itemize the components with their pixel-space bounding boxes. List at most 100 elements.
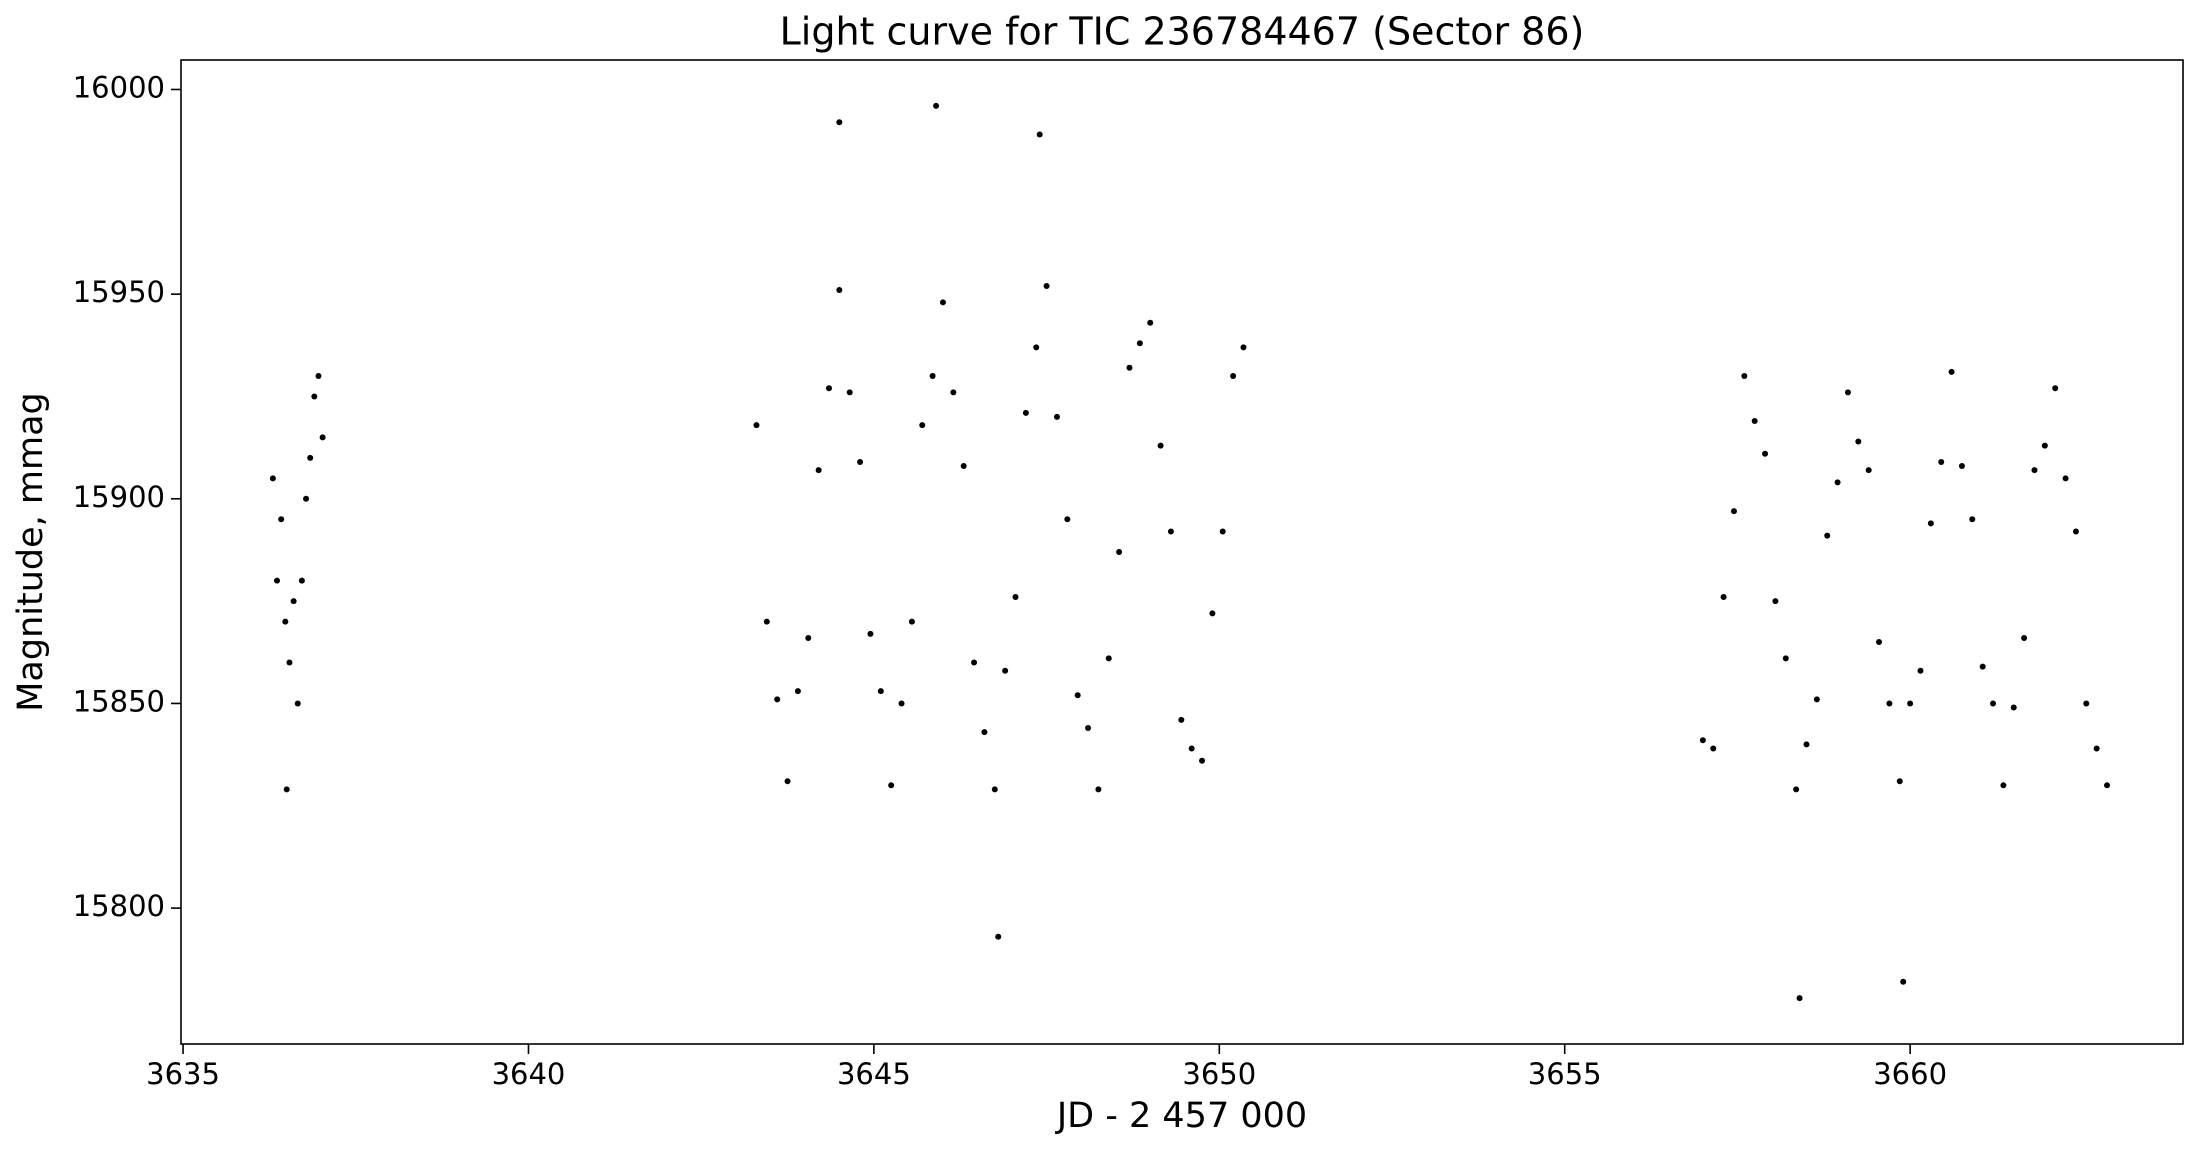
data-point — [1036, 131, 1043, 138]
data-point — [857, 458, 864, 465]
data-point — [1741, 372, 1748, 379]
data-point — [1710, 745, 1717, 752]
data-point — [1796, 995, 1803, 1002]
data-point — [2072, 528, 2079, 535]
data-point — [933, 102, 940, 109]
data-point — [1219, 528, 1226, 535]
data-point — [1105, 655, 1112, 662]
data-point — [929, 372, 936, 379]
data-point — [1240, 344, 1247, 351]
data-point — [2010, 704, 2017, 711]
data-point — [1927, 520, 1934, 527]
data-point — [286, 659, 293, 666]
data-point — [1085, 725, 1092, 732]
data-point — [2031, 467, 2038, 474]
data-point — [1782, 655, 1789, 662]
data-point — [763, 618, 770, 625]
y-tick-label: 16000 — [73, 70, 165, 104]
data-point — [1199, 757, 1206, 764]
data-point — [1157, 442, 1164, 449]
data-point — [877, 688, 884, 695]
data-point — [1958, 463, 1965, 470]
data-point — [307, 454, 314, 461]
data-point — [1053, 413, 1060, 420]
data-point — [319, 434, 326, 441]
data-point — [1033, 344, 1040, 351]
data-point — [2052, 385, 2059, 392]
data-point — [2104, 782, 2111, 789]
data-point — [298, 577, 305, 584]
data-point — [1178, 716, 1185, 723]
data-point — [1230, 372, 1237, 379]
data-point — [1002, 667, 1009, 674]
data-point — [1865, 467, 1872, 474]
data-point — [1938, 458, 1945, 465]
data-point — [1762, 450, 1769, 457]
data-point — [1699, 737, 1706, 744]
data-point — [2021, 634, 2028, 641]
data-point — [950, 389, 957, 396]
x-axis-label: JD - 2 457 000 — [1055, 1096, 1307, 1136]
data-point — [1896, 778, 1903, 785]
data-point — [1969, 516, 1976, 523]
data-point — [825, 385, 832, 392]
data-point — [1136, 340, 1143, 347]
data-point — [1064, 516, 1071, 523]
data-point — [753, 422, 760, 429]
data-point — [995, 933, 1002, 940]
data-point — [1126, 364, 1133, 371]
data-point — [1979, 663, 1986, 670]
data-point — [303, 495, 310, 502]
data-point — [1855, 438, 1862, 445]
data-point — [1772, 598, 1779, 605]
data-point — [1907, 700, 1914, 707]
data-point — [269, 475, 276, 482]
y-tick-label: 15950 — [73, 275, 165, 309]
data-point — [1793, 786, 1800, 793]
data-point — [981, 729, 988, 736]
data-point — [836, 287, 843, 294]
data-point — [278, 516, 285, 523]
data-point — [282, 618, 289, 625]
data-point — [898, 700, 905, 707]
x-tick-label: 3650 — [1182, 1057, 1256, 1091]
data-point — [1209, 610, 1216, 617]
data-point — [1167, 528, 1174, 535]
data-point — [805, 634, 812, 641]
data-point — [919, 422, 926, 429]
data-point — [290, 598, 297, 605]
data-point — [2041, 442, 2048, 449]
data-point — [1844, 389, 1851, 396]
data-point — [1900, 978, 1907, 985]
data-point — [294, 700, 301, 707]
data-point — [867, 630, 874, 637]
data-point — [784, 778, 791, 785]
data-point — [2083, 700, 2090, 707]
data-point — [960, 463, 967, 470]
data-point — [1751, 418, 1758, 425]
x-tick-label: 3635 — [146, 1057, 220, 1091]
data-point — [1147, 319, 1154, 326]
data-point — [794, 688, 801, 695]
data-point — [971, 659, 978, 666]
data-point — [1886, 700, 1893, 707]
data-point — [1917, 667, 1924, 674]
y-tick-label: 15800 — [73, 889, 165, 923]
data-point — [1990, 700, 1997, 707]
data-point — [1720, 594, 1727, 601]
data-point — [1095, 786, 1102, 793]
data-point — [774, 696, 781, 703]
data-point — [846, 389, 853, 396]
data-point — [991, 786, 998, 793]
x-tick-label: 3655 — [1528, 1057, 1602, 1091]
x-tick-label: 3640 — [492, 1057, 566, 1091]
data-point — [908, 618, 915, 625]
data-point — [1813, 696, 1820, 703]
y-tick-label: 15850 — [73, 684, 165, 718]
data-point — [1022, 409, 1029, 416]
chart-title: Light curve for TIC 236784467 (Sector 86… — [780, 10, 1585, 54]
data-point — [2062, 475, 2069, 482]
data-point — [1043, 282, 1050, 289]
y-axis-label: Magnitude, mmag — [11, 392, 51, 712]
plot-frame — [180, 59, 2184, 1045]
